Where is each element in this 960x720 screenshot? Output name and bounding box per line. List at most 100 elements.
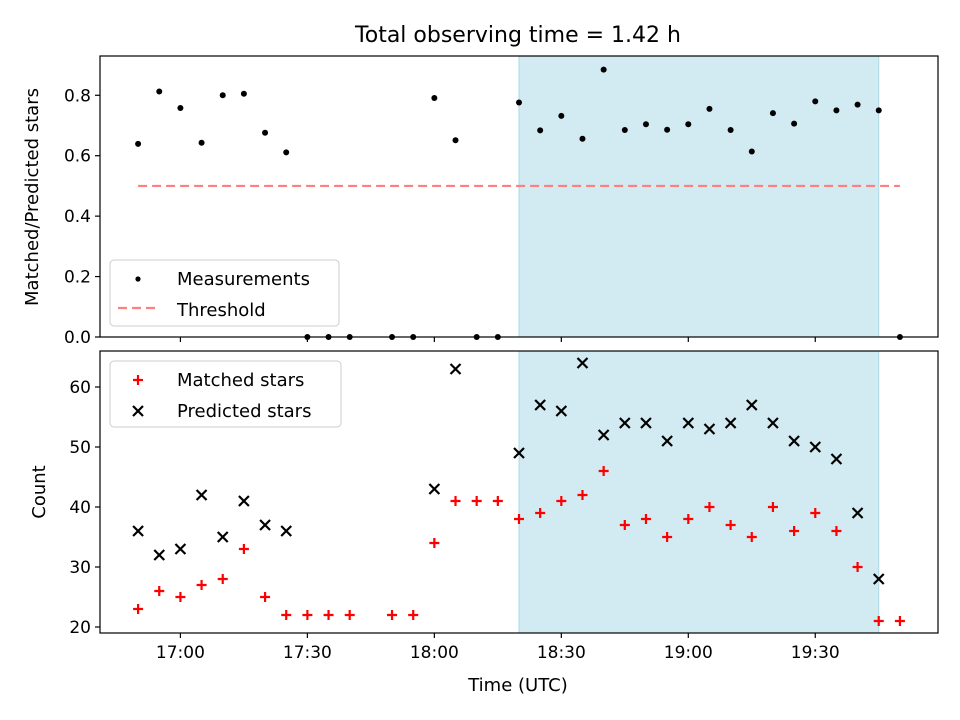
legend-box (109, 259, 340, 327)
matched-star-point (133, 604, 144, 614)
matched-star-point (387, 610, 398, 620)
predicted-star-point (746, 399, 758, 411)
y-tick-label: 20 (69, 618, 91, 638)
y-tick-label: 30 (69, 558, 91, 578)
axes-frame (99, 55, 939, 338)
matched-star-point (323, 610, 334, 620)
legend-label: Measurements (177, 269, 310, 290)
matched-star-point (683, 514, 694, 524)
legend-label: Threshold (176, 300, 266, 321)
predicted-star-point (809, 441, 822, 453)
measurement-point (516, 99, 522, 106)
matched-star-point (344, 610, 355, 620)
measurement-point (431, 94, 438, 101)
predicted-star-point (682, 417, 695, 429)
matched-star-point (196, 580, 207, 590)
shaded-interval (519, 56, 879, 337)
predicted-star-point (724, 417, 737, 429)
measurement-point (685, 121, 692, 128)
measurement-point (642, 121, 649, 128)
matched-star-point (492, 496, 503, 506)
y-tick-label: 0.8 (64, 86, 91, 106)
measurement-point (664, 126, 671, 133)
measurement-point (177, 104, 184, 111)
matched-star-point (704, 502, 715, 512)
legend-label: Predicted stars (177, 401, 311, 422)
predicted-star-point (195, 489, 208, 501)
predicted-star-point (576, 357, 589, 369)
y-tick-label: 60 (69, 378, 91, 398)
matched-star-point (154, 586, 165, 596)
y-tick-label: 50 (69, 438, 91, 458)
matched-star-point (662, 532, 673, 542)
matched-star-point (577, 490, 588, 500)
matched-star-point (640, 514, 651, 524)
predicted-star-point (238, 495, 250, 507)
measurement-point (240, 90, 247, 97)
measurement-point (262, 129, 269, 136)
shaded-interval (519, 351, 879, 633)
x-axis-label: Time (UTC) (467, 675, 568, 696)
measurement-point (219, 92, 226, 99)
x-tick-label: 19:00 (664, 643, 713, 663)
measurement-point (875, 107, 882, 114)
matched-star-point (852, 562, 863, 572)
x-tick-label: 19:30 (791, 643, 840, 663)
legend-marker-dot (135, 276, 141, 282)
legend: Measurements Threshold (109, 259, 340, 327)
matched-star-point (619, 520, 630, 530)
x-tick-label: 18:30 (537, 643, 586, 663)
measurement-point (791, 120, 798, 127)
matched-star-point (598, 466, 609, 476)
predicted-star-point (767, 417, 779, 429)
matched-star-point (175, 592, 186, 602)
measurement-point (135, 140, 142, 147)
measurement-point (283, 149, 290, 156)
matched-star-point (450, 496, 461, 506)
measurement-point (833, 107, 840, 114)
measurement-point (748, 148, 755, 155)
predicted-star-point (534, 399, 546, 411)
matched-star-point (894, 616, 905, 626)
legend: Matched stars Predicted stars (109, 360, 342, 428)
measurement-point (198, 139, 205, 146)
measurement-point (769, 110, 776, 117)
matched-star-point (810, 508, 821, 518)
predicted-star-point (259, 519, 271, 531)
measurement-point (812, 98, 819, 105)
matched-star-point (471, 496, 482, 506)
measurement-point (156, 88, 163, 95)
y-tick-label: 0.4 (64, 207, 91, 227)
y-tick-label: 0.6 (64, 147, 91, 167)
predicted-star-point (216, 531, 229, 543)
matched-star-point (725, 520, 736, 530)
bottom-panel: 20 30 40 50 60 17:00 17:30 18:00 18:30 19:00 19:30… (69, 350, 939, 663)
y-tick-label: 0.0 (64, 328, 91, 348)
matched-star-point (873, 616, 884, 626)
measurement-point (579, 135, 586, 142)
matched-star-point (767, 502, 778, 512)
predicted-star-point (132, 525, 144, 537)
predicted-star-point (619, 417, 631, 429)
legend-label: Matched stars (177, 370, 304, 391)
top-y-axis-label: Matched/Predicted stars (22, 88, 43, 306)
predicted-star-point (597, 429, 610, 441)
y-tick-label: 40 (69, 498, 91, 518)
bottom-y-axis-label: Count (29, 465, 50, 518)
matched-star-point (238, 544, 249, 554)
predicted-star-point (872, 573, 885, 585)
predicted-star-point (830, 453, 843, 465)
matched-star-point (408, 610, 419, 620)
x-tick-label: 17:00 (156, 643, 205, 663)
measurement-point (600, 66, 607, 73)
matched-star-point (281, 610, 292, 620)
predicted-star-point (640, 417, 652, 429)
matched-star-point (789, 526, 800, 536)
measurement-point (537, 127, 544, 134)
x-tick-label: 17:30 (283, 643, 332, 663)
matched-star-point (302, 610, 313, 620)
matched-star-point (514, 514, 524, 524)
top-panel: 0.0 0.2 0.4 0.6 0.8 Measurements Threshold (64, 55, 939, 348)
matched-star-point (217, 574, 228, 584)
